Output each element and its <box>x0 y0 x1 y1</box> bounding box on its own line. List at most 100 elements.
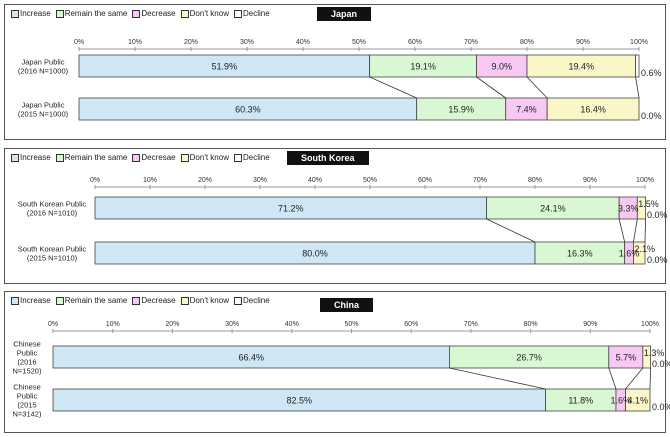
legend-swatch-same <box>55 9 64 18</box>
data-label: 16.3% <box>567 249 593 259</box>
legend-swatch-decline <box>233 296 242 305</box>
x-tick-label: 100% <box>641 321 659 328</box>
data-label: 15.9% <box>448 105 474 115</box>
connector-line <box>633 218 638 243</box>
bar-segment-dont-know <box>625 388 651 412</box>
x-tick-label: 50% <box>363 177 377 184</box>
data-label: 82.5% <box>286 396 312 406</box>
x-tick-label: 90% <box>576 39 590 46</box>
legend-swatch-same <box>55 153 64 162</box>
legend-swatch-increase <box>11 296 19 305</box>
connector-line <box>486 218 536 243</box>
connector-line <box>369 76 417 99</box>
x-tick-label: 40% <box>285 321 299 328</box>
legend-item-same: Remain the same <box>55 9 127 18</box>
data-label: 26.7% <box>516 353 542 363</box>
legend-item-decrease: Decrease <box>132 296 176 305</box>
category-label: Public <box>17 349 38 358</box>
bar-segment-decline <box>635 54 640 78</box>
x-tick-label: 10% <box>128 39 142 46</box>
legend-item-decline: Decline <box>233 9 270 18</box>
connector-line <box>526 76 548 99</box>
data-label: 51.9% <box>212 62 238 72</box>
category-label: (2016 N=1000) <box>18 67 69 76</box>
x-tick-label: 80% <box>520 39 534 46</box>
data-label: 5.7% <box>616 353 637 363</box>
legend-swatch-dontknow <box>180 153 189 162</box>
connector-line <box>608 367 617 390</box>
legend-swatch-dontknow <box>180 9 189 18</box>
x-tick-label: 100% <box>636 177 654 184</box>
data-label: 11.8% <box>568 396 593 406</box>
legend-label: Remain the same <box>64 296 128 305</box>
data-label: 1.6% <box>619 249 640 259</box>
legend-item-increase: Increase <box>11 153 51 162</box>
legend-swatch-increase <box>11 9 19 18</box>
data-label: 1.5% <box>638 199 659 209</box>
x-tick-label: 70% <box>464 39 478 46</box>
category-label: N=3142) <box>13 410 42 419</box>
category-label: Japan Public <box>22 58 65 67</box>
data-label: 60.3% <box>235 105 261 115</box>
japan-chart-panel: Increase Remain the same Decrease Don't … <box>4 4 666 140</box>
data-label: 0.0% <box>647 210 668 220</box>
x-tick-label: 60% <box>418 177 432 184</box>
china-stacked-bar-chart: 0% 10% 20% 30% 40% 50% 60% 70% 80% 90% 100% 66.4% 26… <box>13 321 670 419</box>
data-label: 19.1% <box>410 62 436 72</box>
category-label: (2015 N=1010) <box>27 254 78 263</box>
legend-item-same: Remain the same <box>55 296 128 305</box>
data-label: 7.4% <box>516 105 537 115</box>
china-chart-panel: Increase Remain the same Decrease Don't … <box>4 291 670 433</box>
legend-label: Increase <box>20 9 51 18</box>
legend: Increase Remain the same Decresae Don't … <box>11 153 270 162</box>
chart-title: China <box>320 298 374 312</box>
x-tick-label: 30% <box>253 177 267 184</box>
south-korea-stacked-bar-chart: 0% 10% 20% 30% 40% 50% 60% 70% 80% 90% 100% 71.2% 24… <box>18 177 668 265</box>
category-label: Japan Public <box>22 101 65 110</box>
legend-label: Don't know <box>189 296 229 305</box>
data-label: 9.0% <box>492 62 513 72</box>
legend: Increase Remain the same Decrease Don't … <box>11 9 270 18</box>
japan-stacked-bar-chart: 0% 10% 20% 30% 40% 50% 60% 70% 80% 90% 100% 51.9% 19… <box>18 39 662 121</box>
chart-title: South Korea <box>287 151 369 165</box>
data-label: 0.0% <box>652 359 670 369</box>
data-label: 0.6% <box>641 68 662 78</box>
category-label: (2016 <box>17 358 36 367</box>
x-tick-label: 0% <box>90 177 100 184</box>
legend-swatch-decline <box>233 153 242 162</box>
bar-segment-dont-know <box>642 345 651 369</box>
data-label: 71.2% <box>278 204 304 214</box>
x-tick-label: 60% <box>408 39 422 46</box>
x-tick-label: 20% <box>184 39 198 46</box>
category-label: Chinese <box>13 340 41 349</box>
legend-swatch-decline <box>233 9 242 18</box>
data-label: 66.4% <box>238 353 264 363</box>
legend-item-decrease: Decrease <box>132 9 176 18</box>
legend-label: Decrease <box>141 296 176 305</box>
category-label: (2015 N=1000) <box>18 110 69 119</box>
x-tick-label: 60% <box>404 321 418 328</box>
x-tick-label: 40% <box>296 39 310 46</box>
legend-item-dontknow: Don't know <box>180 296 229 305</box>
legend-swatch-dontknow <box>180 296 189 305</box>
x-tick-label: 50% <box>352 39 366 46</box>
legend-item-decline: Decline <box>233 153 270 162</box>
connector-line <box>635 76 640 99</box>
legend-item-dontknow: Don't know <box>180 9 229 18</box>
legend-label: Don't know <box>189 153 229 162</box>
connector-line <box>644 218 646 243</box>
data-label: 2.1% <box>634 244 655 254</box>
legend-item-same: Remain the same <box>55 153 127 162</box>
connector-line <box>449 367 546 390</box>
x-tick-label: 90% <box>583 177 597 184</box>
x-tick-label: 10% <box>106 321 120 328</box>
legend-swatch-increase <box>11 153 19 162</box>
category-label: N=1520) <box>13 367 42 376</box>
legend-label: Decline <box>242 9 270 18</box>
data-label: 1.3% <box>644 348 665 358</box>
legend-label: Decline <box>242 153 270 162</box>
data-label: 1.6% <box>610 396 631 406</box>
connector-line <box>649 367 651 390</box>
connector-line <box>625 367 644 390</box>
category-label: South Korean Public <box>18 245 87 254</box>
